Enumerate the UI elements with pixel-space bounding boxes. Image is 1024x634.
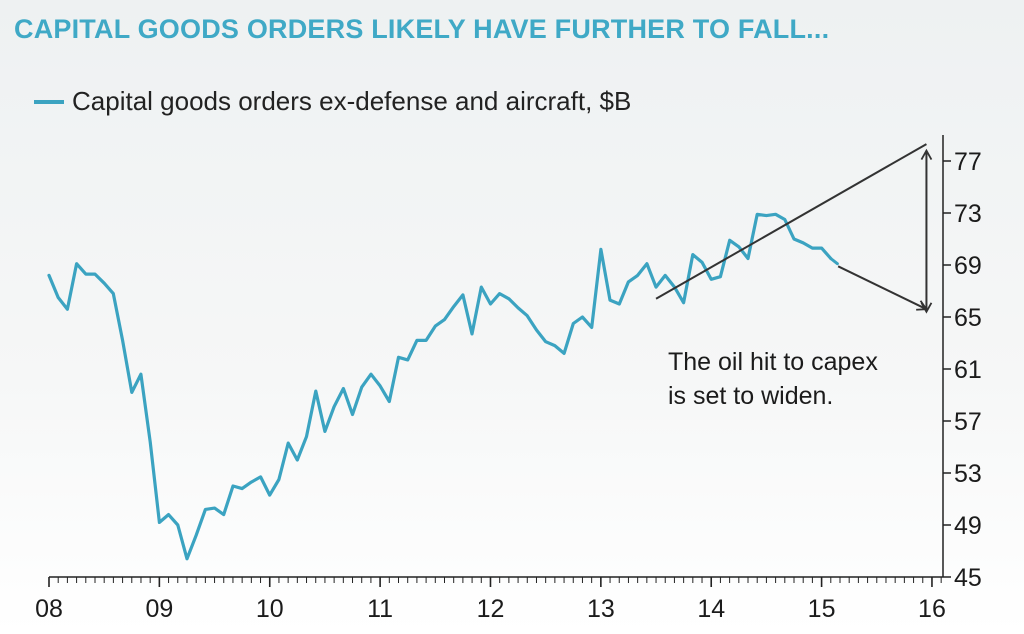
x-tick-label: 11 bbox=[367, 595, 393, 623]
y-tick-label: 53 bbox=[954, 460, 982, 488]
y-tick-label: 49 bbox=[954, 512, 982, 540]
annotation-line-1: The oil hit to capex bbox=[668, 348, 878, 376]
series-extension bbox=[829, 257, 839, 266]
annotation-text: The oil hit to capex is set to widen. bbox=[668, 345, 938, 413]
y-tick-label: 77 bbox=[954, 148, 982, 176]
x-tick-label: 13 bbox=[587, 595, 615, 623]
annotation-line-2: is set to widen. bbox=[668, 382, 834, 410]
x-tick-label: 10 bbox=[256, 595, 284, 623]
x-tick-label: 14 bbox=[697, 595, 725, 623]
chart-title: CAPITAL GOODS ORDERS LIKELY HAVE FURTHER… bbox=[14, 14, 830, 44]
x-tick-label: 12 bbox=[477, 595, 505, 623]
y-tick-label: 69 bbox=[954, 252, 982, 280]
y-tick-label: 57 bbox=[954, 408, 982, 436]
legend-swatch bbox=[34, 99, 64, 104]
y-tick-label: 61 bbox=[954, 356, 982, 384]
legend-label: Capital goods orders ex-defense and airc… bbox=[72, 86, 632, 116]
x-tick-label: 09 bbox=[145, 595, 173, 623]
y-tick-label: 73 bbox=[954, 200, 982, 228]
series-line bbox=[47, 212, 833, 561]
x-tick-label: 15 bbox=[808, 595, 836, 623]
x-tick-label: 16 bbox=[918, 595, 946, 623]
projection-arrow bbox=[837, 265, 929, 311]
trend-line bbox=[655, 143, 927, 300]
y-tick-label: 65 bbox=[954, 304, 982, 332]
legend: Capital goods orders ex-defense and airc… bbox=[34, 86, 631, 117]
y-tick-label: 45 bbox=[954, 564, 982, 592]
x-tick-label: 08 bbox=[35, 595, 63, 623]
